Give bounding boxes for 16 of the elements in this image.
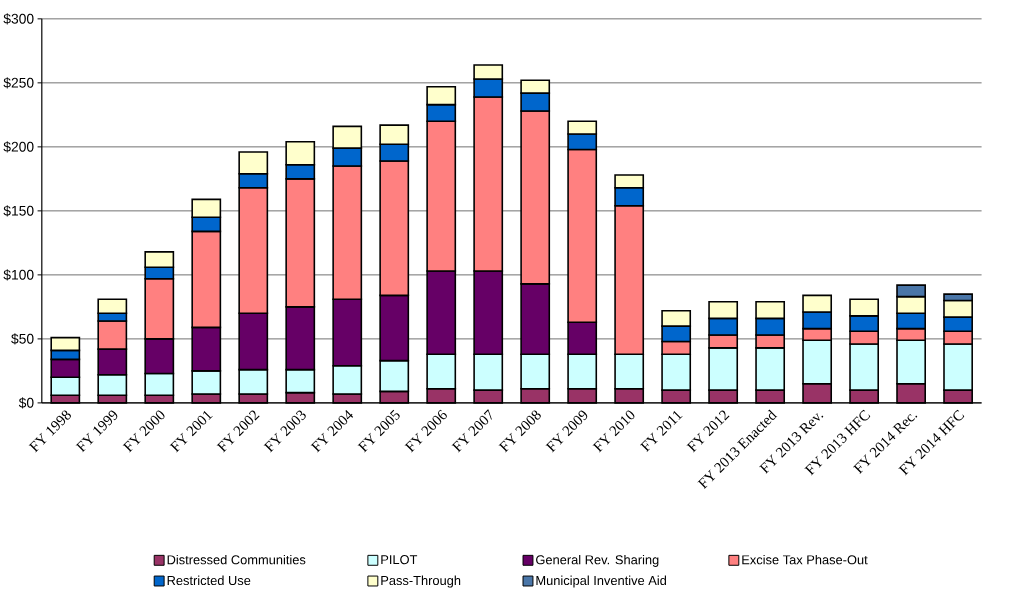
legend-label: Distressed Communities bbox=[167, 554, 306, 565]
y-tick-label: $300 bbox=[3, 13, 34, 25]
legend-label: Pass-Through bbox=[381, 575, 461, 588]
legend-label: PILOT bbox=[381, 554, 418, 565]
y-tick-label: $250 bbox=[3, 77, 34, 89]
x-tick-label: FY 2011 bbox=[639, 410, 683, 452]
y-tick-label: $200 bbox=[3, 141, 34, 153]
y-tick-label: $0 bbox=[18, 397, 34, 409]
legend-label: Municipal Inventive Aid bbox=[536, 575, 667, 588]
y-tick-label: $50 bbox=[11, 333, 34, 345]
legend-label: General Rev. Sharing bbox=[536, 554, 659, 567]
y-tick-label: $100 bbox=[3, 269, 34, 281]
y-tick-label: $150 bbox=[3, 205, 34, 217]
legend-label: Excise Tax Phase-Out bbox=[742, 554, 868, 565]
legend-label: Restricted Use bbox=[167, 575, 251, 585]
x-tick-label: FY 2001 bbox=[169, 410, 213, 453]
